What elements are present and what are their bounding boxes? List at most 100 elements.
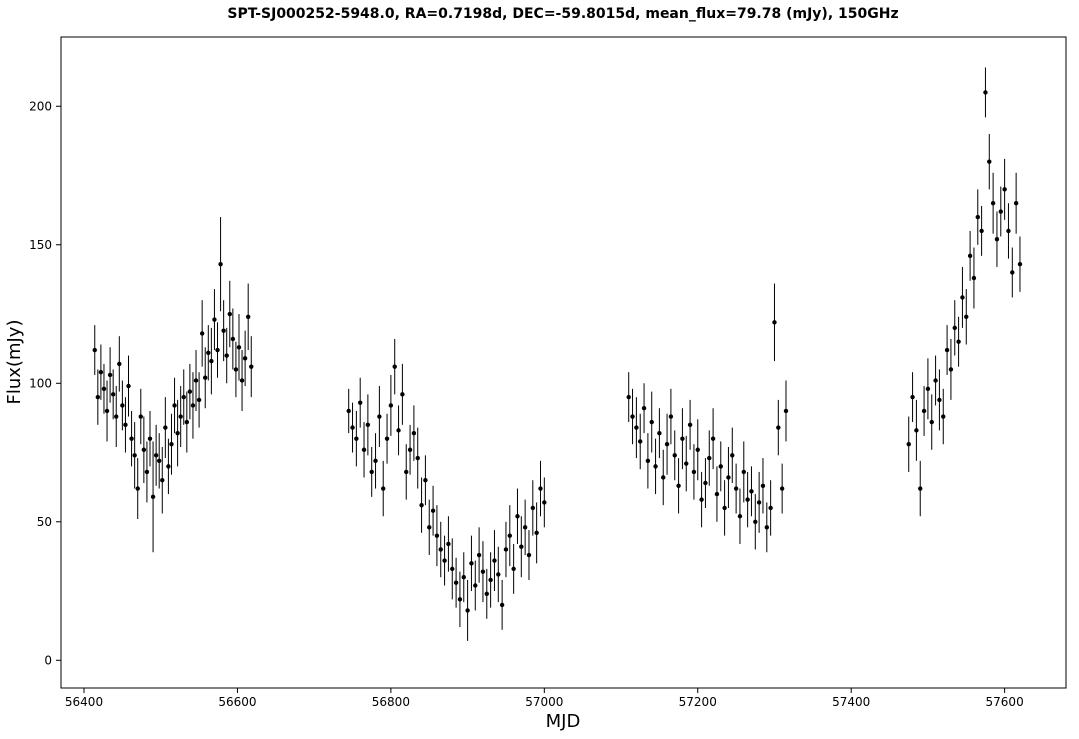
data-point — [779, 486, 785, 491]
data-point — [641, 406, 647, 411]
data-point — [653, 464, 658, 469]
data-point — [522, 525, 528, 530]
data-point — [971, 275, 977, 281]
y-tick-label: 150 — [29, 238, 52, 252]
data-point — [411, 430, 417, 436]
data-point — [442, 558, 447, 563]
data-point — [906, 442, 911, 447]
data-point — [1017, 261, 1023, 267]
data-point — [714, 491, 720, 497]
y-axis-ticks: 0 50 100 150 200 — [29, 99, 61, 667]
data-point — [776, 425, 781, 430]
data-point — [98, 369, 104, 375]
data-point — [169, 442, 174, 447]
data-point — [453, 580, 459, 585]
data-point — [404, 469, 409, 475]
data-point — [960, 295, 965, 300]
data-point — [357, 400, 363, 405]
data-point — [956, 339, 961, 344]
data-point — [952, 325, 957, 331]
data-point — [215, 347, 220, 353]
data-point — [227, 311, 232, 317]
data-point — [760, 483, 766, 488]
y-tick-label: 50 — [37, 515, 52, 529]
data-point — [503, 547, 509, 552]
data-point — [434, 533, 440, 538]
data-point — [350, 425, 355, 430]
x-tick-label: 56800 — [372, 695, 410, 709]
data-point — [910, 394, 915, 400]
data-point — [753, 519, 758, 524]
data-point — [476, 552, 482, 558]
data-point — [975, 214, 980, 220]
data-point — [918, 486, 923, 491]
data-point — [691, 469, 697, 475]
x-tick-label: 57400 — [832, 695, 870, 709]
data-point — [933, 378, 938, 383]
data-point — [218, 261, 223, 267]
data-point — [242, 356, 248, 361]
data-point — [768, 505, 773, 511]
data-point — [346, 408, 351, 414]
data-point — [626, 394, 631, 400]
data-point — [998, 209, 1003, 214]
data-point — [129, 436, 134, 441]
data-point — [206, 350, 211, 356]
data-point — [438, 547, 443, 552]
data-point — [979, 228, 984, 234]
data-point — [944, 347, 950, 353]
data-point — [457, 597, 463, 602]
data-point — [101, 386, 107, 392]
data-point — [783, 408, 789, 414]
data-point — [722, 505, 727, 511]
data-point — [144, 469, 150, 475]
data-point — [450, 566, 455, 572]
x-axis-ticks: 56400 56600 56800 57000 57200 57400 57600 — [65, 688, 1024, 709]
data-point — [196, 397, 202, 403]
data-point — [519, 544, 524, 549]
data-point — [166, 464, 171, 469]
data-point — [249, 364, 254, 369]
data-point — [1010, 270, 1015, 275]
data-point — [233, 367, 239, 372]
x-tick-label: 57600 — [986, 695, 1024, 709]
data-point — [661, 475, 666, 480]
data-point — [967, 253, 973, 259]
data-point — [710, 436, 716, 441]
data-point — [430, 508, 436, 513]
data-point — [178, 414, 183, 419]
data-point — [209, 358, 214, 364]
data-point — [156, 458, 162, 464]
data-point — [756, 500, 762, 505]
data-point — [224, 353, 229, 358]
data-point — [718, 464, 723, 469]
data-point — [230, 336, 236, 342]
data-point — [175, 430, 180, 436]
data-point — [381, 486, 386, 491]
data-point — [703, 480, 708, 486]
data-point — [772, 320, 777, 325]
data-point — [745, 497, 750, 502]
data-point — [473, 583, 478, 588]
data-point — [114, 414, 119, 419]
x-tick-label: 57000 — [525, 695, 563, 709]
data-point — [1013, 201, 1019, 206]
data-point — [676, 483, 681, 488]
data-point — [488, 577, 493, 583]
data-point — [538, 486, 543, 491]
x-axis-label: MJD — [546, 711, 581, 732]
data-point — [937, 397, 942, 403]
data-point — [987, 159, 992, 164]
data-point — [203, 375, 208, 380]
data-point — [236, 345, 242, 350]
data-point — [929, 419, 934, 425]
data-point — [239, 378, 245, 383]
data-point — [396, 428, 401, 433]
data-point — [964, 314, 969, 319]
data-point — [388, 403, 394, 408]
data-point — [365, 422, 371, 428]
data-point — [172, 403, 177, 408]
data-point — [407, 447, 413, 452]
data-point — [461, 574, 466, 580]
